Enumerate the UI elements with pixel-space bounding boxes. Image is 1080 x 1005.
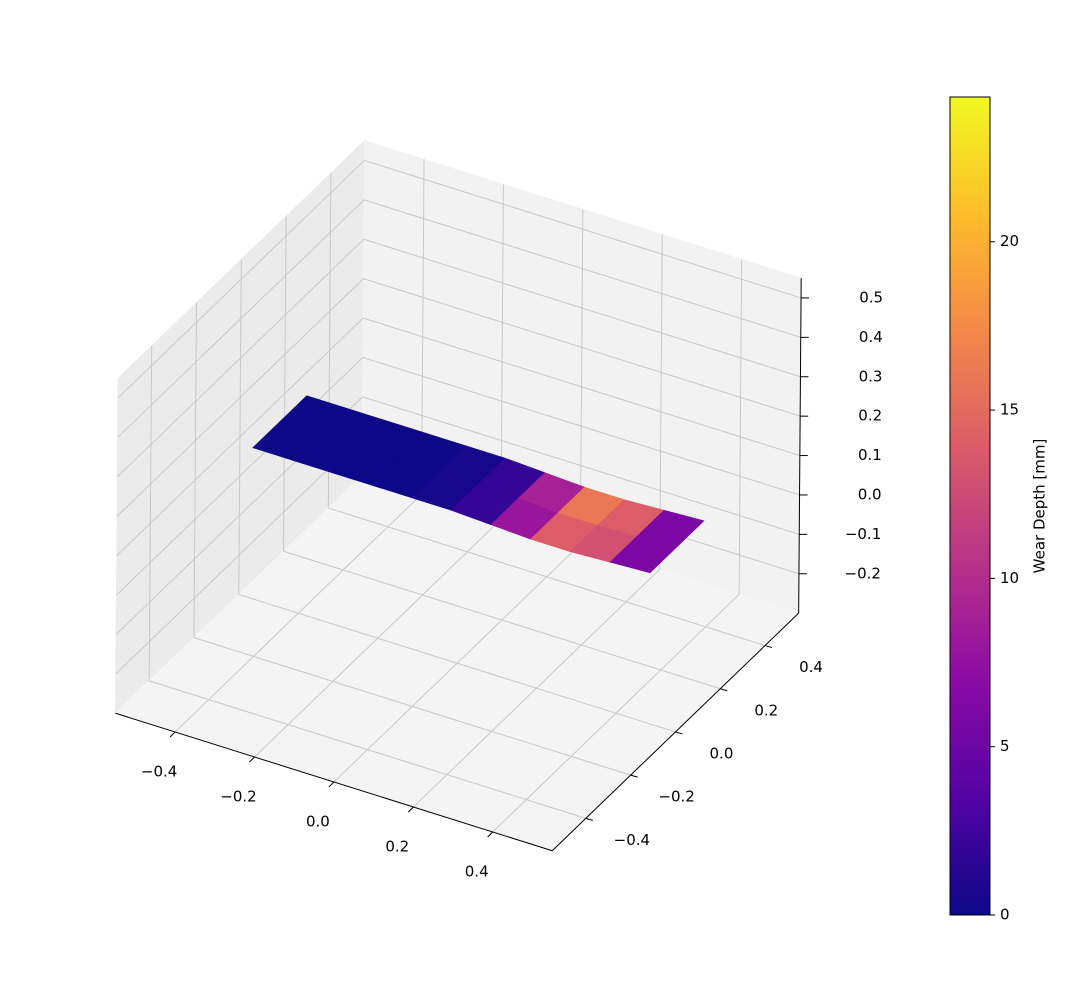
x-tick bbox=[249, 756, 255, 763]
grid-line bbox=[116, 317, 364, 557]
x-tick-label: 0.2 bbox=[385, 838, 409, 856]
y-tick-label: −0.4 bbox=[614, 831, 650, 849]
y-tick-label: 0.0 bbox=[710, 744, 734, 762]
grid-line bbox=[117, 238, 365, 478]
x-tick bbox=[328, 781, 335, 788]
grid-line bbox=[117, 160, 365, 399]
y-tick bbox=[585, 817, 593, 821]
grid-line bbox=[362, 356, 800, 496]
x-tick bbox=[169, 731, 176, 738]
grid-line bbox=[362, 396, 800, 535]
x-tick-label: −0.2 bbox=[220, 788, 256, 806]
grid-line bbox=[148, 680, 587, 819]
grid-line bbox=[363, 238, 801, 378]
x-tick-label: −0.4 bbox=[141, 763, 177, 781]
y-tick bbox=[675, 731, 683, 735]
grid-line bbox=[363, 278, 801, 417]
grid-line bbox=[116, 357, 364, 596]
colorbar-tick-label: 20 bbox=[1000, 232, 1019, 250]
x-tick bbox=[487, 831, 494, 838]
y-tick-label: 0.4 bbox=[799, 658, 823, 676]
z-tick-label: 0.1 bbox=[858, 446, 882, 464]
colorbar bbox=[949, 96, 991, 916]
x-tick-label: 0.4 bbox=[465, 863, 489, 881]
z-tick-label: 0.3 bbox=[859, 367, 883, 385]
y-tick bbox=[720, 688, 728, 692]
z-tick-label: −0.2 bbox=[845, 564, 881, 582]
grid-line bbox=[283, 216, 287, 552]
colorbar-tick-label: 5 bbox=[1000, 737, 1010, 755]
colorbar-tick-label: 15 bbox=[1000, 401, 1019, 419]
grid-line bbox=[283, 550, 721, 690]
y-tick bbox=[764, 645, 773, 649]
z-tick-label: −0.1 bbox=[845, 525, 881, 543]
grid-line bbox=[115, 435, 363, 675]
grid-line bbox=[117, 199, 365, 438]
grid-line bbox=[238, 259, 242, 595]
grid-line bbox=[148, 345, 153, 681]
colorbar-tick-label: 10 bbox=[1000, 569, 1019, 587]
grid-line bbox=[238, 593, 676, 733]
grid-line bbox=[116, 278, 364, 517]
x-tick-label: 0.0 bbox=[306, 813, 330, 831]
colorbar-label: Wear Depth [mm] bbox=[1031, 439, 1049, 574]
z-tick-label: 0.2 bbox=[858, 407, 882, 425]
y-tick bbox=[630, 774, 638, 778]
grid-line bbox=[738, 259, 743, 595]
x-tick bbox=[407, 806, 414, 813]
surface-cell bbox=[609, 535, 678, 574]
axis-line bbox=[798, 278, 802, 614]
grid-line bbox=[364, 159, 802, 299]
grid-line bbox=[193, 302, 197, 638]
colorbar-tick-label: 0 bbox=[1000, 906, 1010, 924]
grid-line bbox=[193, 637, 631, 776]
y-tick-label: 0.2 bbox=[754, 701, 778, 719]
z-tick-label: 0.0 bbox=[858, 485, 882, 503]
y-tick-label: −0.2 bbox=[658, 788, 694, 806]
z-tick-label: 0.4 bbox=[859, 328, 883, 346]
grid-line bbox=[328, 507, 766, 647]
grid-line bbox=[362, 317, 801, 457]
grid-line bbox=[363, 199, 801, 338]
z-tick-label: 0.5 bbox=[859, 288, 883, 306]
